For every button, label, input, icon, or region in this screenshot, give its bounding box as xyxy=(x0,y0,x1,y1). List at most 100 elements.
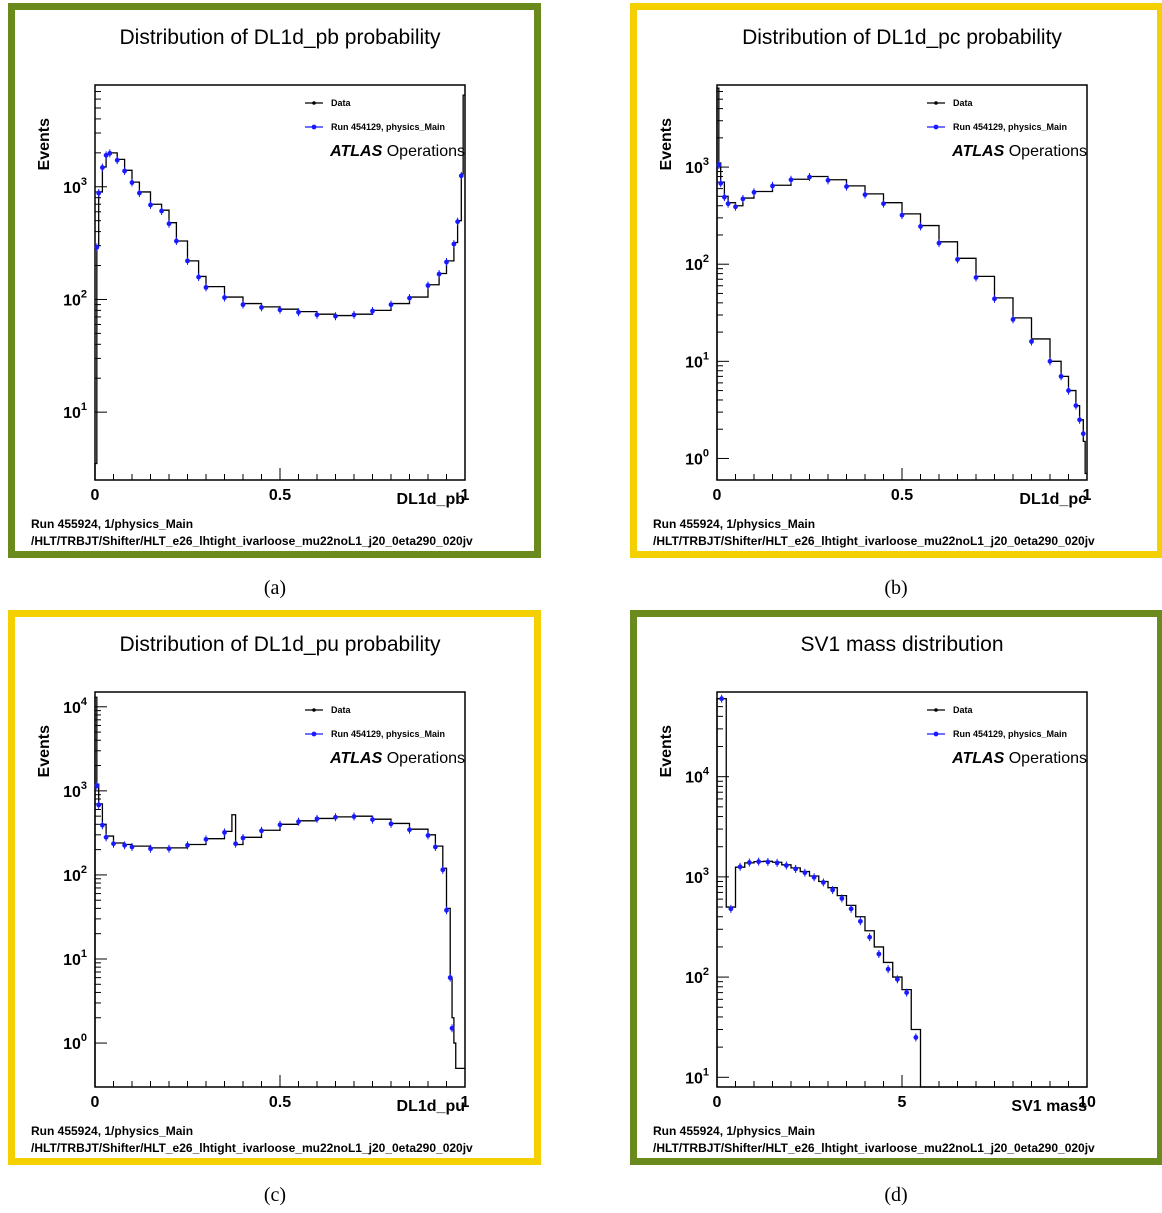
y-tick-base: 10 xyxy=(63,700,81,717)
y-tick-exponent: 1 xyxy=(703,1066,709,1078)
data-point xyxy=(839,895,845,901)
data-point xyxy=(973,275,979,280)
x-tick-label: 0 xyxy=(91,1094,100,1111)
chart-title: Distribution of DL1d_pb probability xyxy=(119,26,441,49)
y-tick-base: 10 xyxy=(63,292,81,309)
data-point xyxy=(904,990,910,996)
data-point xyxy=(159,208,165,214)
y-tick-base: 10 xyxy=(63,1036,81,1053)
data-point xyxy=(148,202,153,208)
legend-data-label: Data xyxy=(953,98,974,108)
y-tick-exponent: 2 xyxy=(703,253,709,265)
data-point xyxy=(740,196,746,202)
caption-b: (b) xyxy=(884,577,908,599)
data-point xyxy=(259,828,264,834)
atlas-rest: Operations xyxy=(1004,750,1087,767)
data-point xyxy=(444,907,449,913)
x-tick-label: 0.5 xyxy=(269,487,291,504)
footer-path: /HLT/TRBJT/Shifter/HLT_e26_lhtight_ivarl… xyxy=(31,534,473,548)
data-point xyxy=(111,841,116,847)
chart-a: Distribution of DL1d_pb probability 101 1… xyxy=(31,26,473,548)
data-point xyxy=(807,174,812,180)
y-tick-base: 10 xyxy=(63,784,81,801)
data-point xyxy=(100,165,105,170)
y-tick-label: 103 xyxy=(63,780,87,801)
data-point xyxy=(196,274,202,280)
data-point xyxy=(100,822,105,828)
data-point xyxy=(1047,358,1053,364)
data-point xyxy=(830,887,836,893)
data-point xyxy=(103,152,109,158)
data-point xyxy=(719,696,725,702)
atlas-label: ATLAS Operations xyxy=(951,143,1087,160)
y-tick-label: 102 xyxy=(685,966,709,987)
footer-run: Run 455924, 1/physics_Main xyxy=(31,1124,193,1138)
y-tick-base: 10 xyxy=(685,870,703,887)
data-point xyxy=(129,844,135,850)
data-point xyxy=(94,244,100,250)
atlas-bold: ATLAS xyxy=(951,143,1004,160)
data-point xyxy=(436,271,442,277)
data-point xyxy=(848,906,854,912)
y-tick-label: 101 xyxy=(63,401,87,422)
data-point xyxy=(1058,373,1064,379)
data-point xyxy=(718,180,724,186)
y-axis-label: Events xyxy=(658,118,675,171)
data-point xyxy=(296,309,301,315)
panel-d: SV1 mass distribution 101 102 103 104 0 5 10 … xyxy=(630,610,1162,1165)
data-point xyxy=(788,177,794,183)
x-axis-label: DL1d_pb xyxy=(397,491,466,508)
y-tick-exponent: 3 xyxy=(703,156,709,168)
data-point xyxy=(314,816,320,822)
y-tick-base: 10 xyxy=(685,451,703,468)
data-step-line xyxy=(716,87,1087,480)
data-point xyxy=(802,870,808,876)
data-point xyxy=(185,842,190,848)
data-point xyxy=(894,976,900,982)
data-point xyxy=(737,864,743,870)
data-point xyxy=(94,783,100,789)
legend: Data Run 454129, physics_Main xyxy=(927,98,1067,132)
data-point xyxy=(351,312,357,318)
data-point xyxy=(746,860,752,865)
y-tick-exponent: 2 xyxy=(81,288,87,300)
data-point xyxy=(296,819,301,825)
footer-run: Run 455924, 1/physics_Main xyxy=(31,517,193,531)
data-point xyxy=(770,183,775,189)
y-tick-base: 10 xyxy=(63,868,81,885)
y-tick-exponent: 2 xyxy=(703,966,709,978)
y-tick-base: 10 xyxy=(685,160,703,177)
y-tick-exponent: 4 xyxy=(81,696,88,708)
y-tick-label: 101 xyxy=(685,1066,709,1087)
x-tick-label: 0 xyxy=(91,487,100,504)
data-point xyxy=(728,906,734,912)
data-point xyxy=(222,830,227,835)
x-tick-label: 0 xyxy=(713,1094,722,1111)
data-point xyxy=(881,201,886,207)
data-point xyxy=(103,834,109,840)
legend-run-label: Run 454129, physics_Main xyxy=(331,729,445,739)
data-point xyxy=(407,827,412,833)
atlas-bold: ATLAS xyxy=(329,143,382,160)
y-tick-exponent: 3 xyxy=(81,780,87,792)
data-point xyxy=(1073,403,1079,409)
chart-title: SV1 mass distribution xyxy=(800,633,1003,656)
legend-data-label: Data xyxy=(953,705,974,715)
data-point xyxy=(825,177,831,183)
x-tick-label: 1 xyxy=(1083,487,1092,504)
y-tick-exponent: 1 xyxy=(703,350,709,362)
data-point xyxy=(756,859,762,865)
data-point xyxy=(314,312,320,318)
legend: Data Run 454129, physics_Main xyxy=(305,705,445,739)
data-point xyxy=(222,295,227,300)
data-point xyxy=(388,821,394,827)
y-tick-label: 103 xyxy=(685,866,709,887)
data-point xyxy=(820,880,826,885)
data-point xyxy=(992,296,997,302)
legend: Data Run 454129, physics_Main xyxy=(305,98,445,132)
panel-a: Distribution of DL1d_pb probability 101 1… xyxy=(8,3,541,558)
x-tick-label: 5 xyxy=(898,1094,907,1111)
y-tick-base: 10 xyxy=(685,354,703,371)
